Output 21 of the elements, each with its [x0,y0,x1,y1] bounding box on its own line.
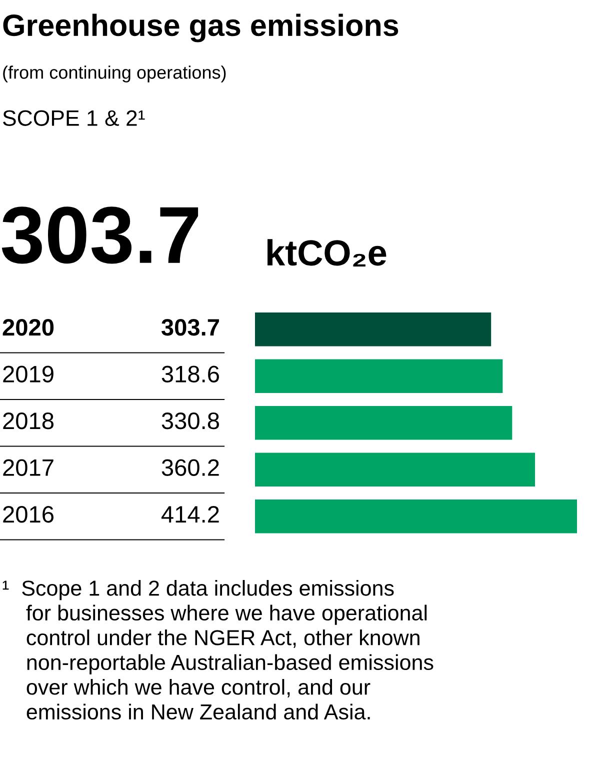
bar [255,312,492,346]
data-label: 303.7 [161,318,219,336]
data-label: 330.8 [162,412,219,430]
y-tick-label: 2020 [2,318,54,336]
data-label: 360.2 [162,459,219,476]
chart-title: Greenhouse gas emissions [3,14,398,42]
y-tick-label: 2016 [3,506,54,523]
y-tick-label: 2018 [3,412,54,430]
text: SCOPE 1 & 2¹ [3,110,145,126]
y-tick-label: 2019 [3,366,54,382]
bar [255,452,536,486]
bar [255,359,503,393]
data-label: 414.2 [161,506,219,522]
text: ¹ Scope 1 and 2 data includes emissions for businesses where we have operational control under the NGER Act, other known non-reportable Australian-based emissions over which we have control, and our emissions in New Zealand and Asia. [2,580,434,720]
bar [255,406,512,440]
bar [255,500,577,534]
chart-subtitle: (from continuing operations) [3,66,226,82]
text: 303.7 [2,206,198,264]
text: ktCO₂e [268,239,386,266]
y-tick-label: 2017 [3,459,54,476]
data-label: 318.6 [162,366,219,382]
